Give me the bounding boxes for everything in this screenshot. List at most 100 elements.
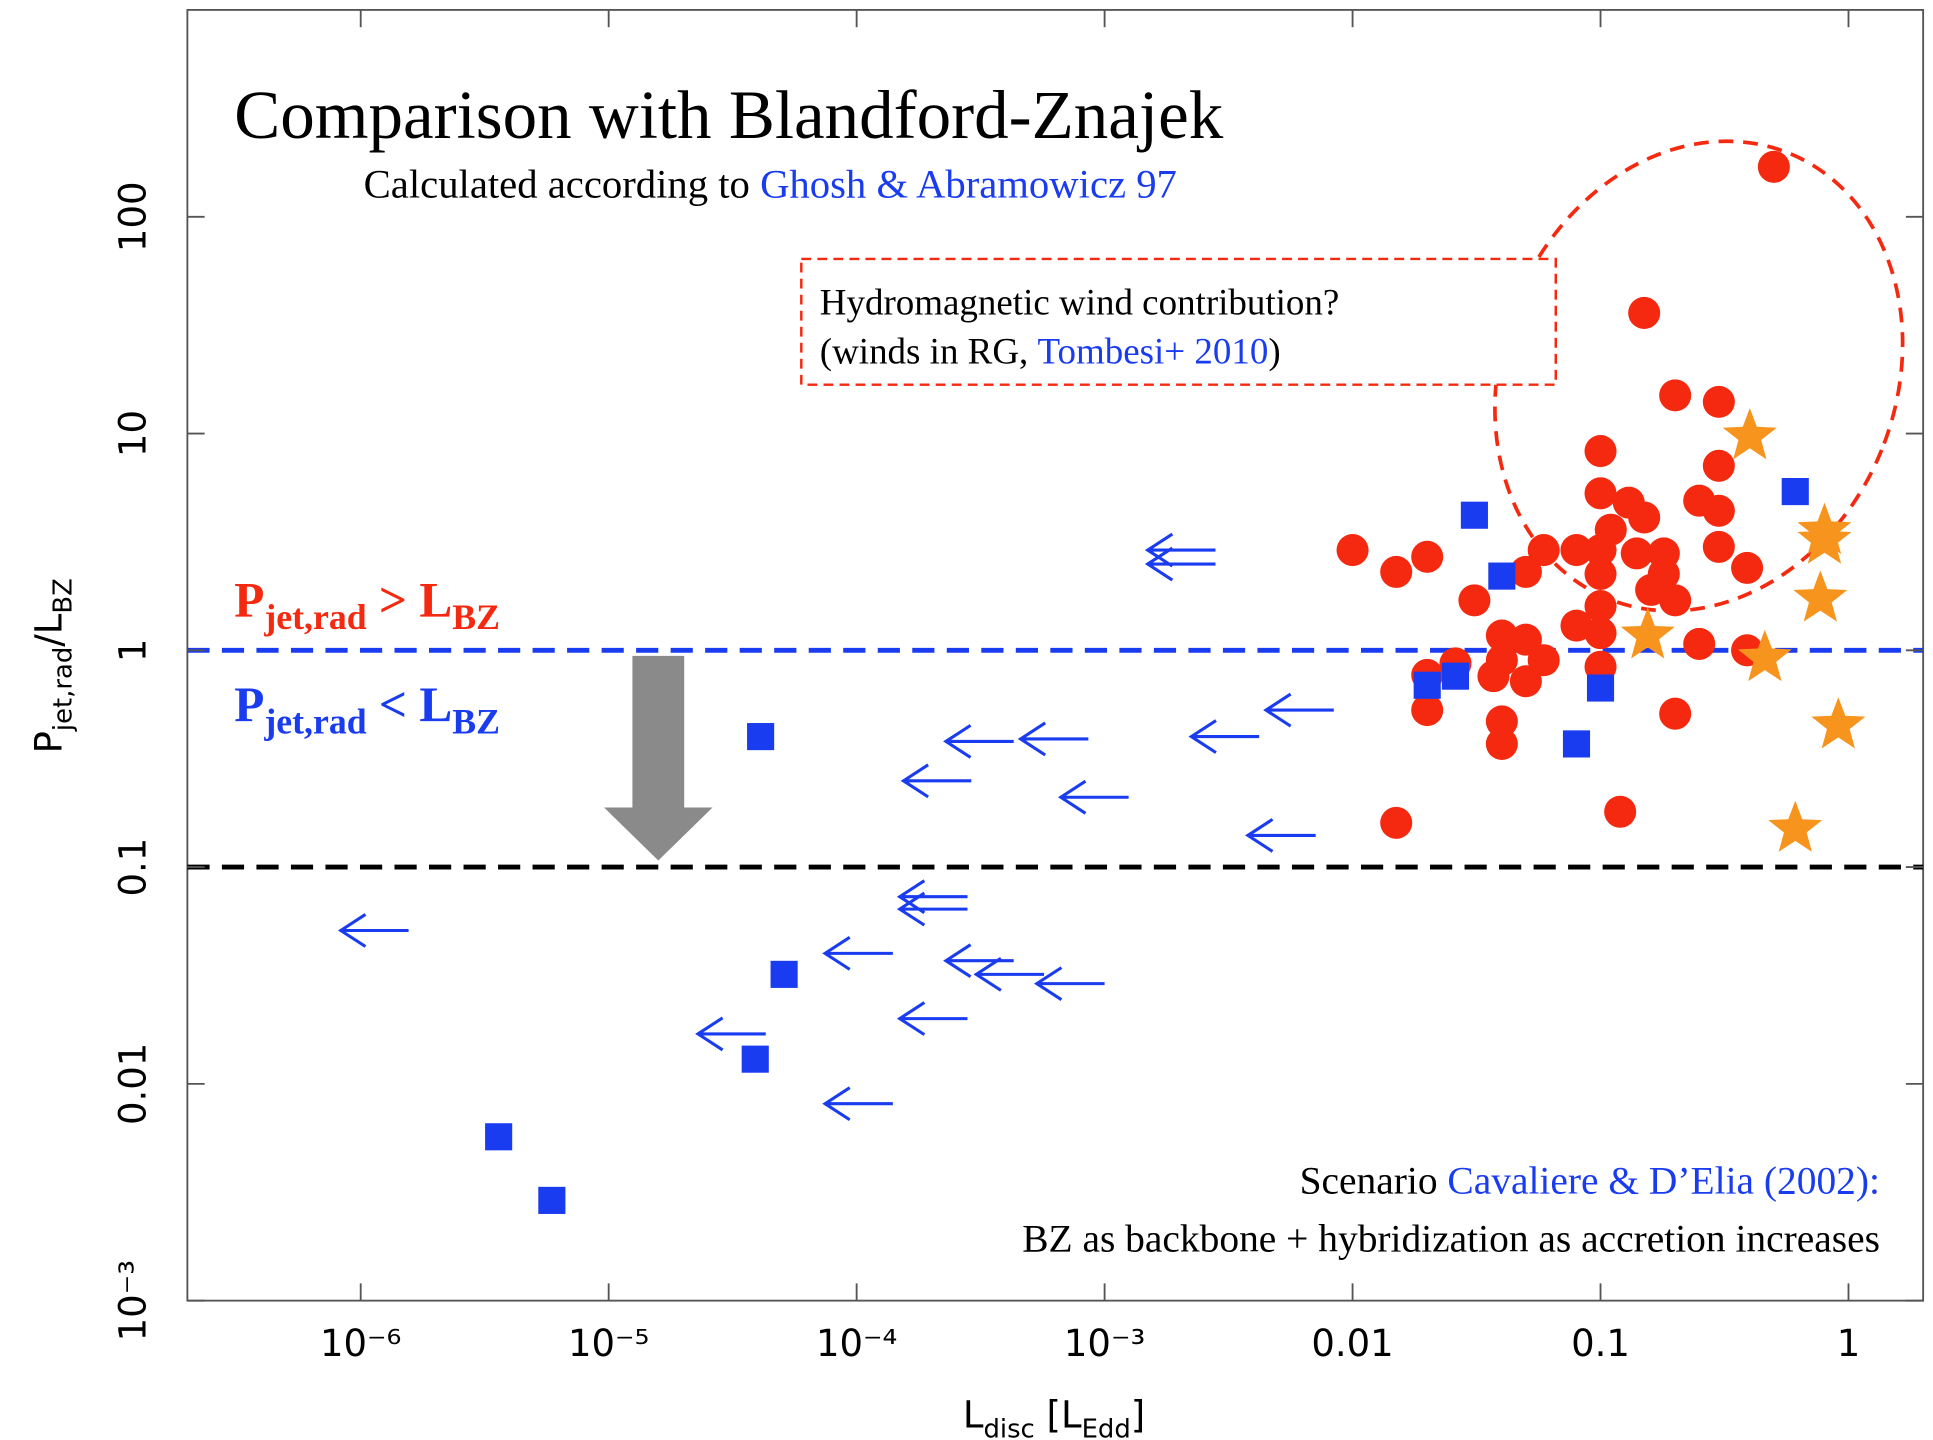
label-sub: BZ: [452, 702, 500, 742]
data-point: [1584, 617, 1617, 650]
data-point: [1702, 530, 1735, 563]
data-point: [1413, 671, 1441, 699]
data-point: [1731, 551, 1764, 584]
note-line: (winds in RG, Tombesi+ 2010): [820, 331, 1281, 373]
data-point: [1584, 435, 1617, 468]
subtitle-ref: Ghosh & Abramowicz 97: [760, 161, 1177, 206]
data-point: [770, 960, 798, 988]
label-part: P: [234, 572, 264, 627]
y-tick-label: 1: [111, 639, 154, 663]
axis-label-sub: Edd: [1082, 1414, 1131, 1440]
data-point: [1659, 697, 1692, 730]
upper-limit-arrow: [1033, 966, 1105, 1001]
data-point: [1560, 534, 1593, 567]
upper-limit-arrow: [900, 763, 972, 799]
x-tick-label: 0.01: [1311, 1322, 1393, 1365]
data-point: [1562, 730, 1591, 758]
axis-label-part: L: [963, 1394, 984, 1437]
data-point: [1485, 619, 1518, 652]
data-point: [747, 723, 775, 751]
x-tick-label: 0.1: [1571, 1322, 1630, 1365]
note-text: Hydromagnetic wind contribution?: [820, 281, 1339, 322]
data-point: [1488, 562, 1516, 590]
data-point: [1509, 555, 1542, 588]
y-tick-label: 100: [111, 181, 154, 252]
scenario-text: Scenario: [1300, 1158, 1448, 1202]
label-part: > L: [367, 572, 453, 627]
data-point: [1527, 534, 1560, 567]
scenario-line: BZ as backbone + hybridization as accret…: [1022, 1216, 1880, 1260]
data-point: [1781, 477, 1809, 506]
region-label: Pjet,rad > LBZ: [234, 572, 500, 636]
data-point: [1411, 694, 1444, 727]
gray-arrow-head: [604, 807, 713, 861]
data-point: [1628, 501, 1661, 534]
data-point: [1604, 795, 1637, 828]
label-sub: jet,rad: [263, 702, 366, 742]
label-part: P: [234, 677, 264, 732]
data-point: [1811, 697, 1866, 749]
data-point: [1797, 512, 1852, 564]
upper-limit-arrow: [896, 1001, 968, 1036]
label-sub: BZ: [452, 597, 500, 637]
data-point: [1485, 705, 1518, 738]
upper-limit-arrow: [695, 1016, 766, 1052]
data-point: [1441, 662, 1470, 690]
upper-limit-arrow: [943, 724, 1014, 759]
upper-limit-arrow: [1263, 692, 1334, 728]
upper-limit-arrow: [822, 1086, 893, 1122]
highlight-ellipse: [1493, 139, 1905, 613]
y-tick-label: 0.1: [111, 838, 154, 897]
y-tick-label: 10⁻³: [111, 1260, 154, 1341]
data-point: [1620, 537, 1653, 570]
upper-limit-arrow: [943, 943, 1014, 979]
x-tick-label: 10⁻⁶: [320, 1322, 401, 1365]
marks: [187, 150, 1924, 1214]
data-point: [1702, 494, 1735, 527]
note-ref: Tombesi+ 2010: [1038, 331, 1269, 372]
region-label: Pjet,rad < LBZ: [234, 677, 500, 741]
data-point: [1509, 665, 1542, 698]
axis-label-sub: jet,rad: [49, 647, 79, 732]
data-point: [1635, 573, 1668, 606]
scenario-text: BZ as backbone + hybridization as accret…: [1022, 1216, 1880, 1260]
axis-label-part: P: [28, 731, 71, 753]
label-sub: jet,rad: [263, 597, 366, 637]
data-point: [485, 1123, 513, 1151]
x-axis-label: Ldisc [LEdd]: [963, 1394, 1145, 1440]
data-point: [1793, 570, 1848, 622]
data-point: [1584, 477, 1617, 510]
upper-limit-arrow: [822, 936, 893, 971]
data-point: [1628, 296, 1661, 329]
upper-limit-arrow: [337, 913, 409, 948]
axis-label-sub: disc: [983, 1414, 1034, 1440]
note-text: (winds in RG,: [820, 331, 1038, 373]
upper-limit-arrow: [1188, 719, 1260, 754]
note-text: ): [1268, 331, 1280, 373]
data-point: [1620, 607, 1675, 659]
data-point: [1737, 629, 1792, 682]
data-point: [1757, 150, 1790, 183]
upper-limit-arrow: [896, 891, 968, 927]
data-point: [1584, 557, 1617, 591]
data-point: [1460, 501, 1488, 529]
note-line: Hydromagnetic wind contribution?: [820, 281, 1339, 322]
upper-limit-arrow: [1057, 779, 1129, 815]
data-point: [538, 1186, 566, 1214]
upper-limit-arrow: [1245, 818, 1316, 853]
label-part: < L: [367, 677, 453, 732]
upper-limit-arrow: [973, 957, 1045, 992]
x-tick-label: 10⁻⁵: [568, 1322, 649, 1365]
upper-limit-arrow: [896, 879, 968, 915]
data-point: [1586, 674, 1615, 702]
data-point: [741, 1045, 769, 1073]
data-point: [1584, 590, 1617, 623]
data-point: [1411, 540, 1444, 573]
data-point: [1768, 800, 1823, 852]
data-point: [1527, 644, 1560, 677]
y-axis-label: Pjet,rad/LBZ: [28, 578, 79, 753]
axis-label-part: /L: [28, 613, 71, 646]
data-point: [1380, 806, 1413, 839]
x-tick-label: 10⁻³: [1064, 1322, 1145, 1365]
